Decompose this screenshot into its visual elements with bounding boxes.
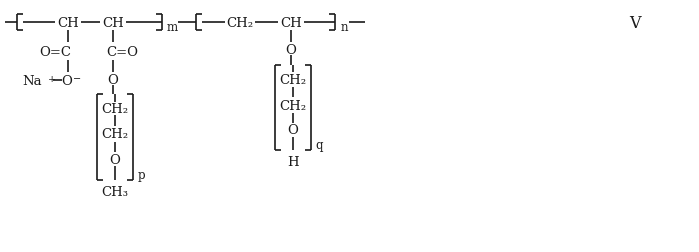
Text: q: q — [315, 138, 323, 151]
Text: O: O — [287, 124, 298, 137]
Text: O=C: O=C — [39, 45, 71, 58]
Text: O: O — [286, 43, 296, 56]
Text: n: n — [340, 20, 347, 33]
Text: CH: CH — [57, 16, 79, 29]
Text: CH₂: CH₂ — [101, 128, 129, 141]
Text: O: O — [62, 74, 73, 87]
Text: CH₂: CH₂ — [280, 99, 307, 112]
Text: +: + — [48, 74, 56, 83]
Text: −: − — [73, 74, 81, 83]
Text: CH₂: CH₂ — [280, 73, 307, 86]
Text: O: O — [110, 153, 120, 166]
Text: m: m — [166, 20, 178, 33]
Text: O: O — [108, 73, 118, 86]
Text: Na: Na — [22, 74, 42, 87]
Text: CH₂: CH₂ — [101, 102, 129, 115]
Text: CH₂: CH₂ — [226, 16, 254, 29]
Text: C=O: C=O — [106, 45, 138, 58]
Text: V: V — [629, 14, 641, 32]
Text: p: p — [137, 168, 145, 181]
Text: CH: CH — [280, 16, 302, 29]
Text: CH₃: CH₃ — [101, 186, 129, 199]
Text: CH: CH — [102, 16, 124, 29]
Text: H: H — [287, 156, 298, 169]
